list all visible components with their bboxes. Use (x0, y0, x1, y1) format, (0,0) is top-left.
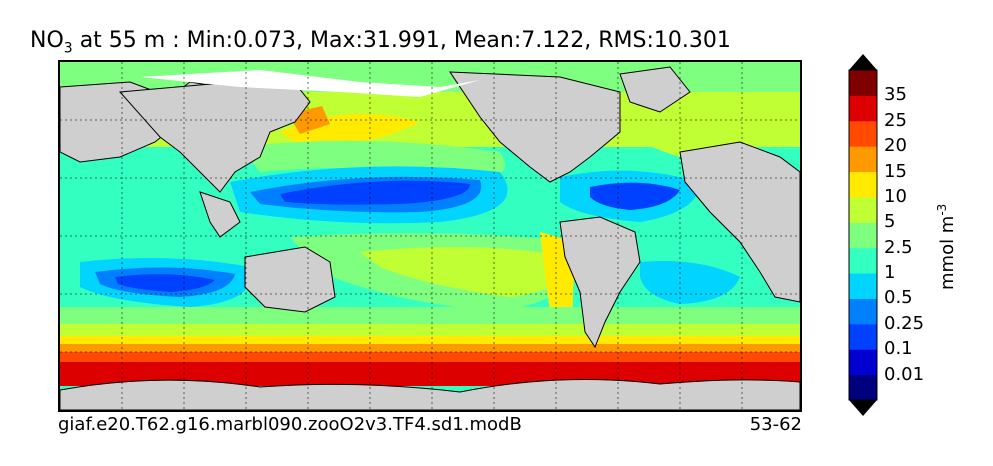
band-south-2-5 (60, 307, 800, 327)
colorbar-bin (849, 323, 877, 350)
colorbar-tick-label: 0.25 (884, 312, 925, 334)
colorbar-tick-label: 15 (884, 160, 907, 182)
title-stats: at 55 m : Min:0.073, Max:31.991, Mean:7.… (72, 28, 731, 53)
years-caption: 53-62 (749, 414, 802, 435)
equatorial-pacific-5 (360, 247, 572, 297)
colorbar-tick-label: 1 (884, 262, 896, 284)
colorbar-bin (849, 70, 877, 96)
colorbar-tick-label: 2.5 (884, 236, 913, 258)
colorbar-bin (849, 120, 877, 147)
colorbar (848, 54, 878, 416)
arctic-sea-ice (140, 70, 480, 97)
north-atlantic-gyre-025 (590, 182, 680, 210)
colorbar-tick-label: 0.01 (884, 363, 925, 385)
land-australia (244, 246, 336, 313)
colorbar-bin (849, 95, 877, 122)
colorbar-bin (849, 298, 877, 325)
colorbar-under-triangle (849, 400, 877, 416)
colorbar-bin (849, 196, 877, 223)
graticule (60, 62, 800, 410)
land-southeast-asia (199, 191, 241, 238)
band-south-20 (60, 352, 800, 364)
band-south-15 (60, 344, 800, 354)
map-panel (58, 60, 802, 412)
colorbar-frame (848, 69, 878, 401)
colorbar-tick-label: 10 (884, 185, 907, 207)
land-antarctica (60, 379, 800, 410)
colorbar-tick-label: 5 (884, 211, 896, 233)
colorbar-bin (849, 222, 877, 249)
colorbar-unit-label: mmol m-3 (935, 204, 958, 290)
title-species: NO (30, 28, 64, 53)
colorbar-bin (849, 146, 877, 173)
plot-title: NO3 at 55 m : Min:0.073, Max:31.991, Mea… (30, 28, 731, 56)
nitrate-map (60, 62, 800, 410)
north-atlantic-high (620, 99, 760, 157)
land-north-america (449, 71, 621, 183)
colorbar-bin (849, 273, 877, 299)
title-species-subscript: 3 (63, 40, 73, 57)
land-south-america (559, 216, 641, 349)
band-south-5 (60, 324, 800, 338)
land-europe-africa (679, 141, 800, 303)
colorbar-over-triangle (849, 54, 877, 70)
land-greenland (619, 66, 691, 113)
colorbar-bin (849, 171, 877, 198)
colorbar-bin (849, 247, 877, 274)
colorbar-tick-label: 20 (884, 135, 907, 157)
colorbar-tick-label: 0.1 (884, 338, 913, 360)
south-atlantic-gyre-1 (640, 261, 740, 304)
colorbar-tick-label: 25 (884, 109, 907, 131)
south-indian-gyre-025 (115, 274, 215, 292)
case-name-caption: giaf.e20.T62.g16.marbl090.zooO2v3.TF4.sd… (58, 414, 522, 435)
colorbar-bin (849, 374, 877, 401)
north-pacific-gyre-025 (280, 180, 470, 205)
colorbar-bin (849, 349, 877, 376)
unit-exponent: -3 (935, 203, 949, 216)
colorbar-tick-label: 0.5 (884, 287, 913, 309)
unit-text: mmol m (937, 215, 958, 290)
band-south-10 (60, 336, 800, 346)
colorbar-tick-label: 35 (884, 84, 907, 106)
land-asia (118, 76, 311, 193)
